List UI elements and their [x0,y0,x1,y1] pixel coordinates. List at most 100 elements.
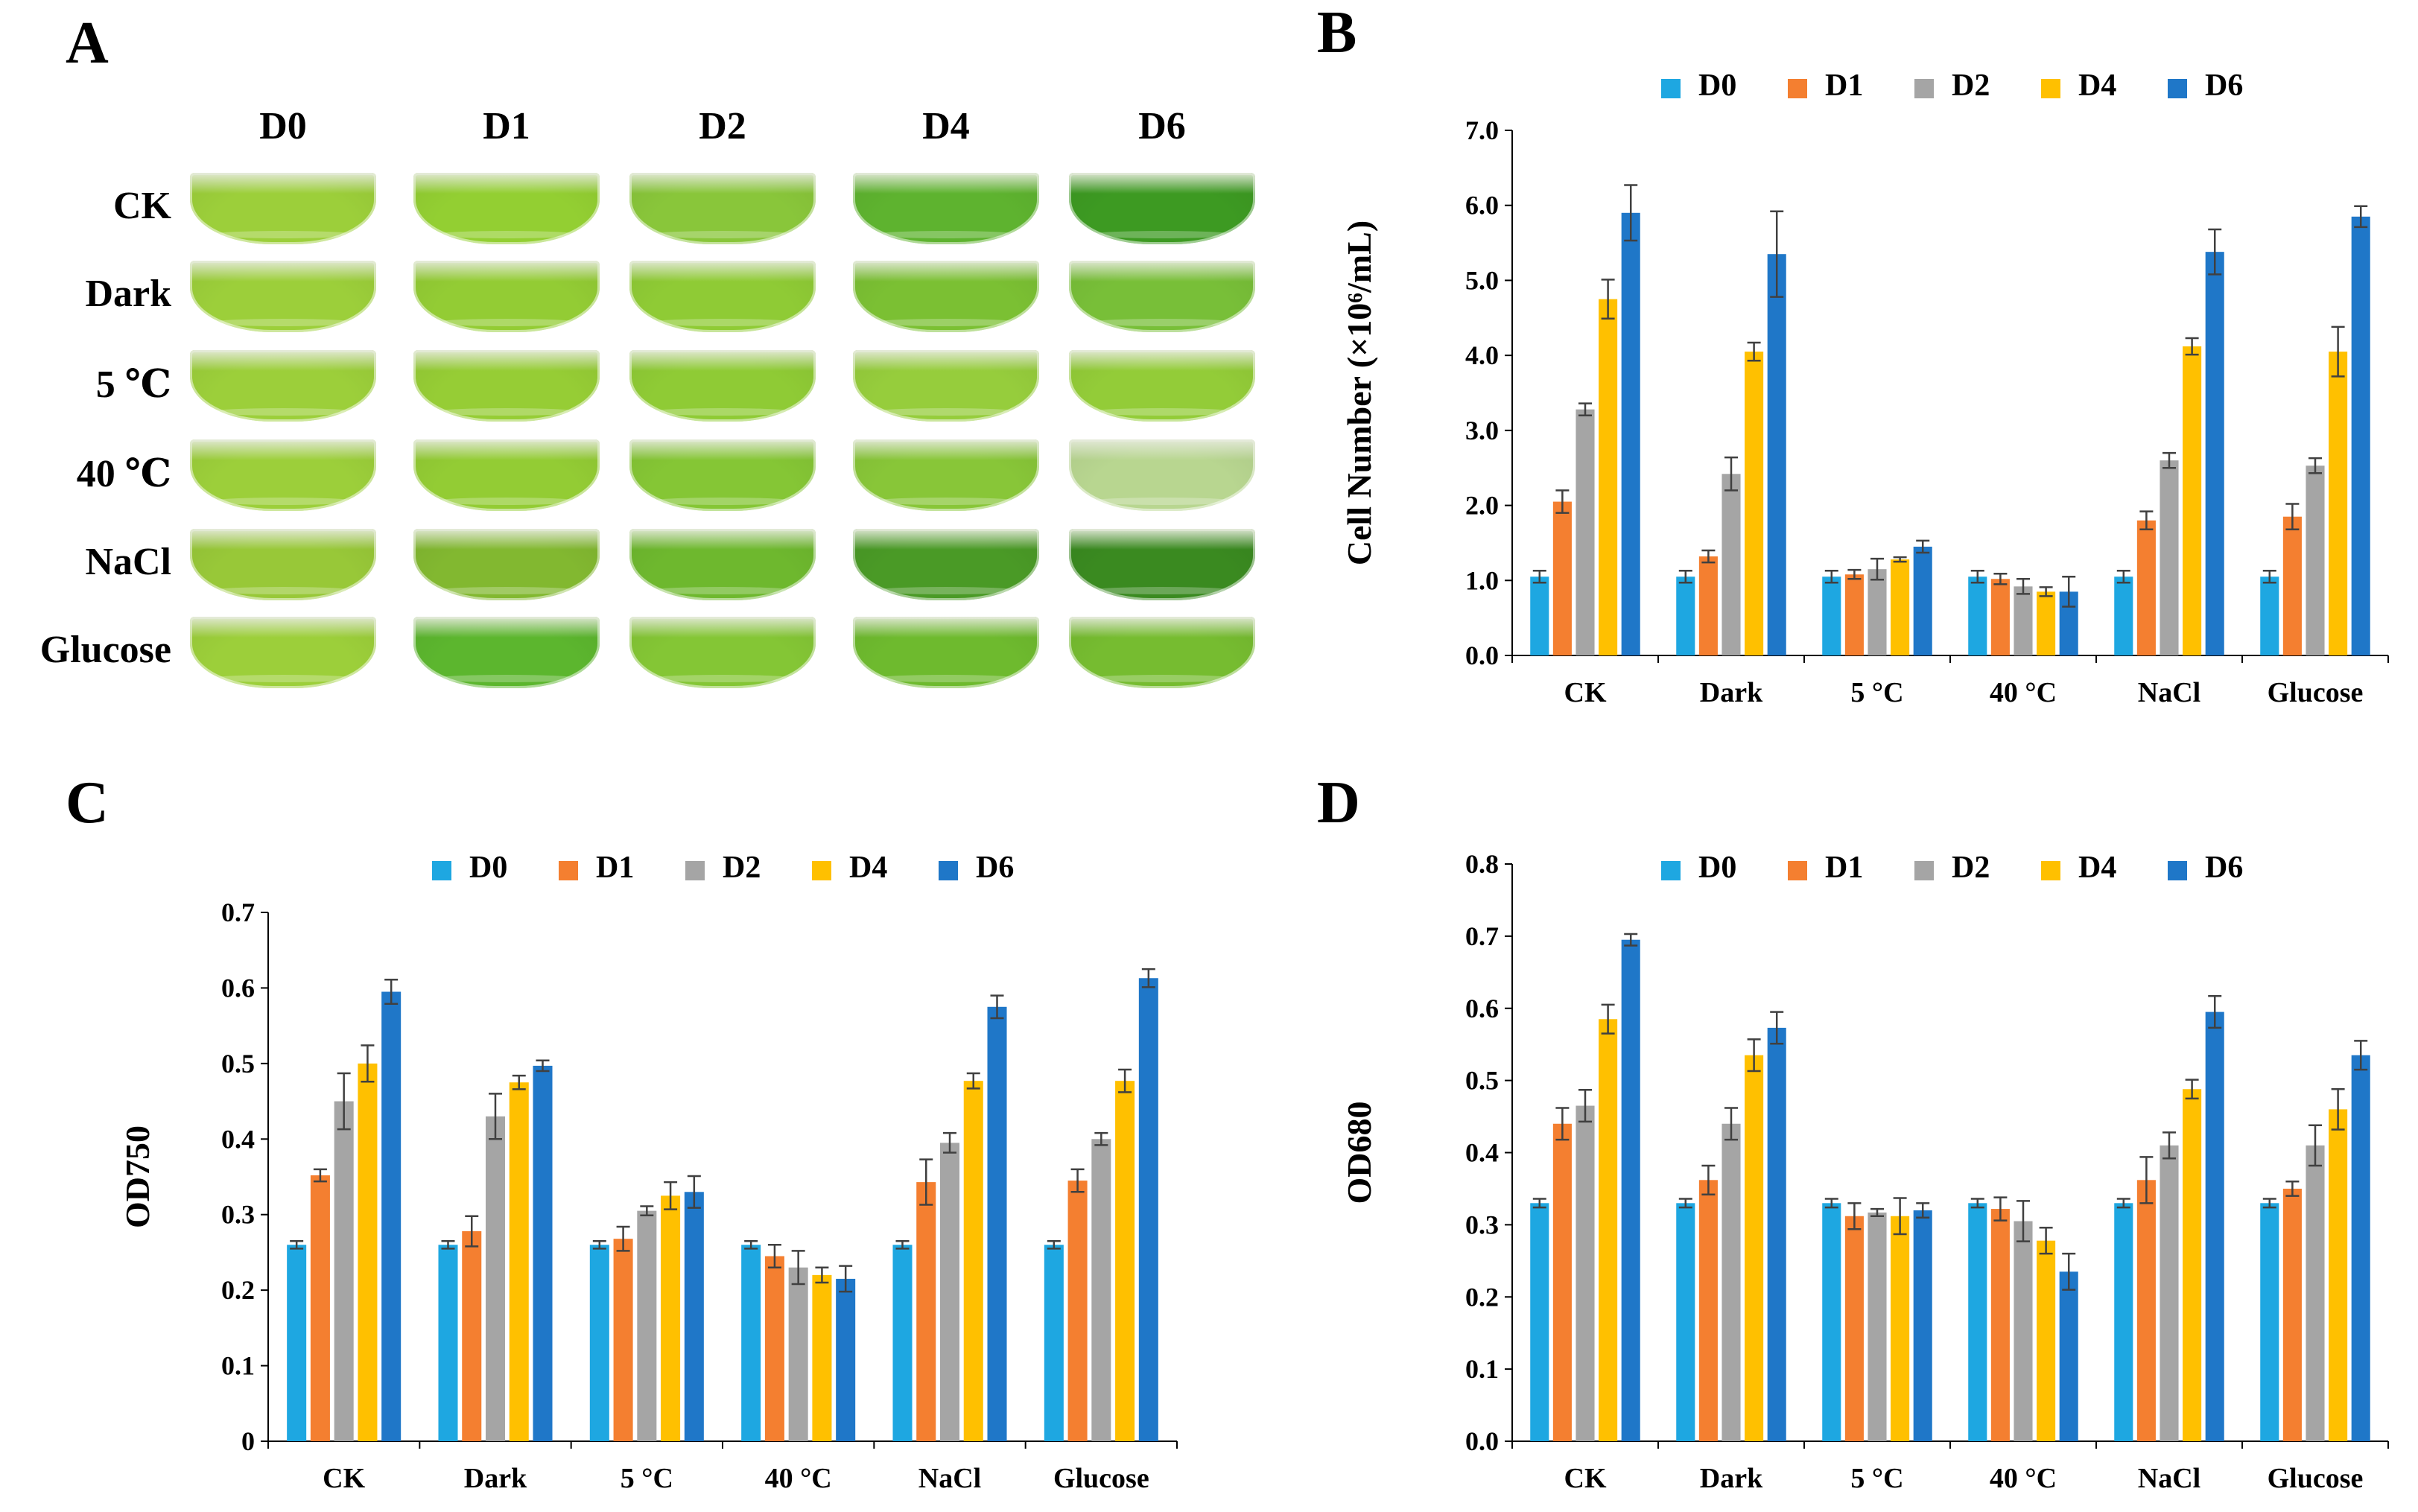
bar [2260,576,2279,655]
bar [1767,1027,1786,1441]
x-tick-label: Glucose [2268,677,2364,708]
chart-od680: D0 D1 D2 D4 D6 0.0 0.1 0.2 0.3 0.4 0.5 0.6 0.7 0.8 OD6… [1340,849,2389,1494]
legend-label: D6 [976,851,1014,885]
bar [1621,212,1640,655]
y-tick-label: 0.2 [1465,1282,1499,1312]
photo-row-label: Glucose [39,629,171,671]
bar [1552,1123,1572,1441]
y-tick-label: 0.8 [1465,849,1499,879]
bar [1530,1203,1549,1441]
photo-row-label: 40 ℃ [76,453,171,495]
y-tick-label: 0.3 [1465,1210,1499,1239]
x-tick-label: 40 °C [1990,1463,2057,1494]
bar [462,1231,482,1441]
culture-flask-photo [413,173,600,244]
y-tick-label: 0.0 [1465,641,1499,670]
bar [836,1278,856,1441]
legend-swatch [2041,79,2060,98]
y-tick-label: 1.0 [1465,565,1499,595]
culture-flask-photo [413,261,600,332]
bar [589,1245,609,1441]
bar [1676,1203,1695,1441]
culture-flask-photo [190,261,376,332]
legend-label: D2 [1952,69,1990,103]
bar [2329,1109,2348,1441]
legend-swatch [939,861,958,880]
bar [661,1195,681,1441]
legend-swatch [685,861,705,880]
bar [1844,574,1864,655]
bar [334,1101,354,1441]
culture-flask-photo [1069,529,1255,600]
bar [916,1182,936,1441]
culture-flask-photo [190,617,376,688]
panel-letter-d: D [1317,770,1360,836]
photo-row-label: NaCl [85,541,171,583]
bar [2037,1240,2056,1441]
culture-flask-photo [629,173,816,244]
x-tick-label: 5 °C [1850,1463,1903,1494]
bar [939,1143,960,1441]
y-tick-label: 0.6 [1465,994,1499,1023]
bar [1745,1055,1764,1441]
bar [533,1065,553,1441]
bar [2114,1203,2133,1441]
bar [2306,466,2325,655]
culture-flask-photo [413,439,600,511]
legend-swatch [2168,861,2187,880]
legend-swatch [1661,861,1681,880]
bar [1599,299,1618,655]
bar [1822,576,1841,655]
y-tick-label: 0.4 [1465,1138,1499,1168]
x-tick-label: Dark [1700,1463,1763,1494]
legend: D0 D1 D2 D4 D6 [1661,851,2243,885]
bar [1044,1245,1064,1441]
legend-label: D1 [1825,851,1863,885]
y-tick-label: 0.7 [221,898,255,927]
bar [2160,1145,2179,1441]
culture-flask-photo [1069,350,1255,422]
bar [1868,1212,1887,1441]
bar [2351,216,2370,655]
y-tick-label: 0.0 [1465,1426,1499,1456]
y-tick-label: 6.0 [1465,191,1499,220]
bar [358,1063,378,1441]
legend: D0 D1 D2 D4 D6 [432,851,1014,885]
chart-cell-number: D0 D1 D2 D4 D6 0.0 1.0 2.0 3.0 4.0 5.0 6.0 7.0 Cell N… [1340,69,2389,708]
y-tick-label: 2.0 [1465,491,1499,521]
bar [2282,516,2302,655]
bar [1621,939,1640,1441]
bar [1868,569,1887,655]
culture-flask-photo [853,439,1039,511]
bar [764,1256,784,1441]
y-axis-label: Cell Number (×10⁶/mL) [1340,220,1378,565]
legend-swatch [2168,79,2187,98]
culture-flask-photo [1069,173,1255,244]
x-tick-label: 40 °C [765,1463,832,1494]
bar [1698,1180,1718,1441]
x-tick-label: Glucose [2268,1463,2364,1494]
y-tick-label: 0.1 [1465,1354,1499,1384]
x-tick-label: CK [323,1463,365,1494]
bar [1575,1105,1595,1441]
x-tick-label: NaCl [918,1463,981,1494]
bar [1138,978,1158,1441]
bar [1767,254,1786,655]
bar [613,1239,633,1441]
bar [2205,1011,2224,1441]
legend-label: D1 [1825,69,1863,103]
bar [1990,1209,2010,1441]
legend-label: D0 [469,851,507,885]
bar [1530,576,1549,655]
culture-flask-photo [629,617,816,688]
legend-label: D4 [2078,851,2116,885]
bar [1990,579,2010,655]
culture-flask-photo [413,529,600,600]
panel-letter-b: B [1317,0,1357,66]
bar [788,1267,808,1441]
y-tick-label: 5.0 [1465,265,1499,295]
photo-row-label: Dark [85,273,171,315]
bar [1822,1203,1841,1441]
legend-swatch [1788,79,1807,98]
bar [1913,546,1932,655]
